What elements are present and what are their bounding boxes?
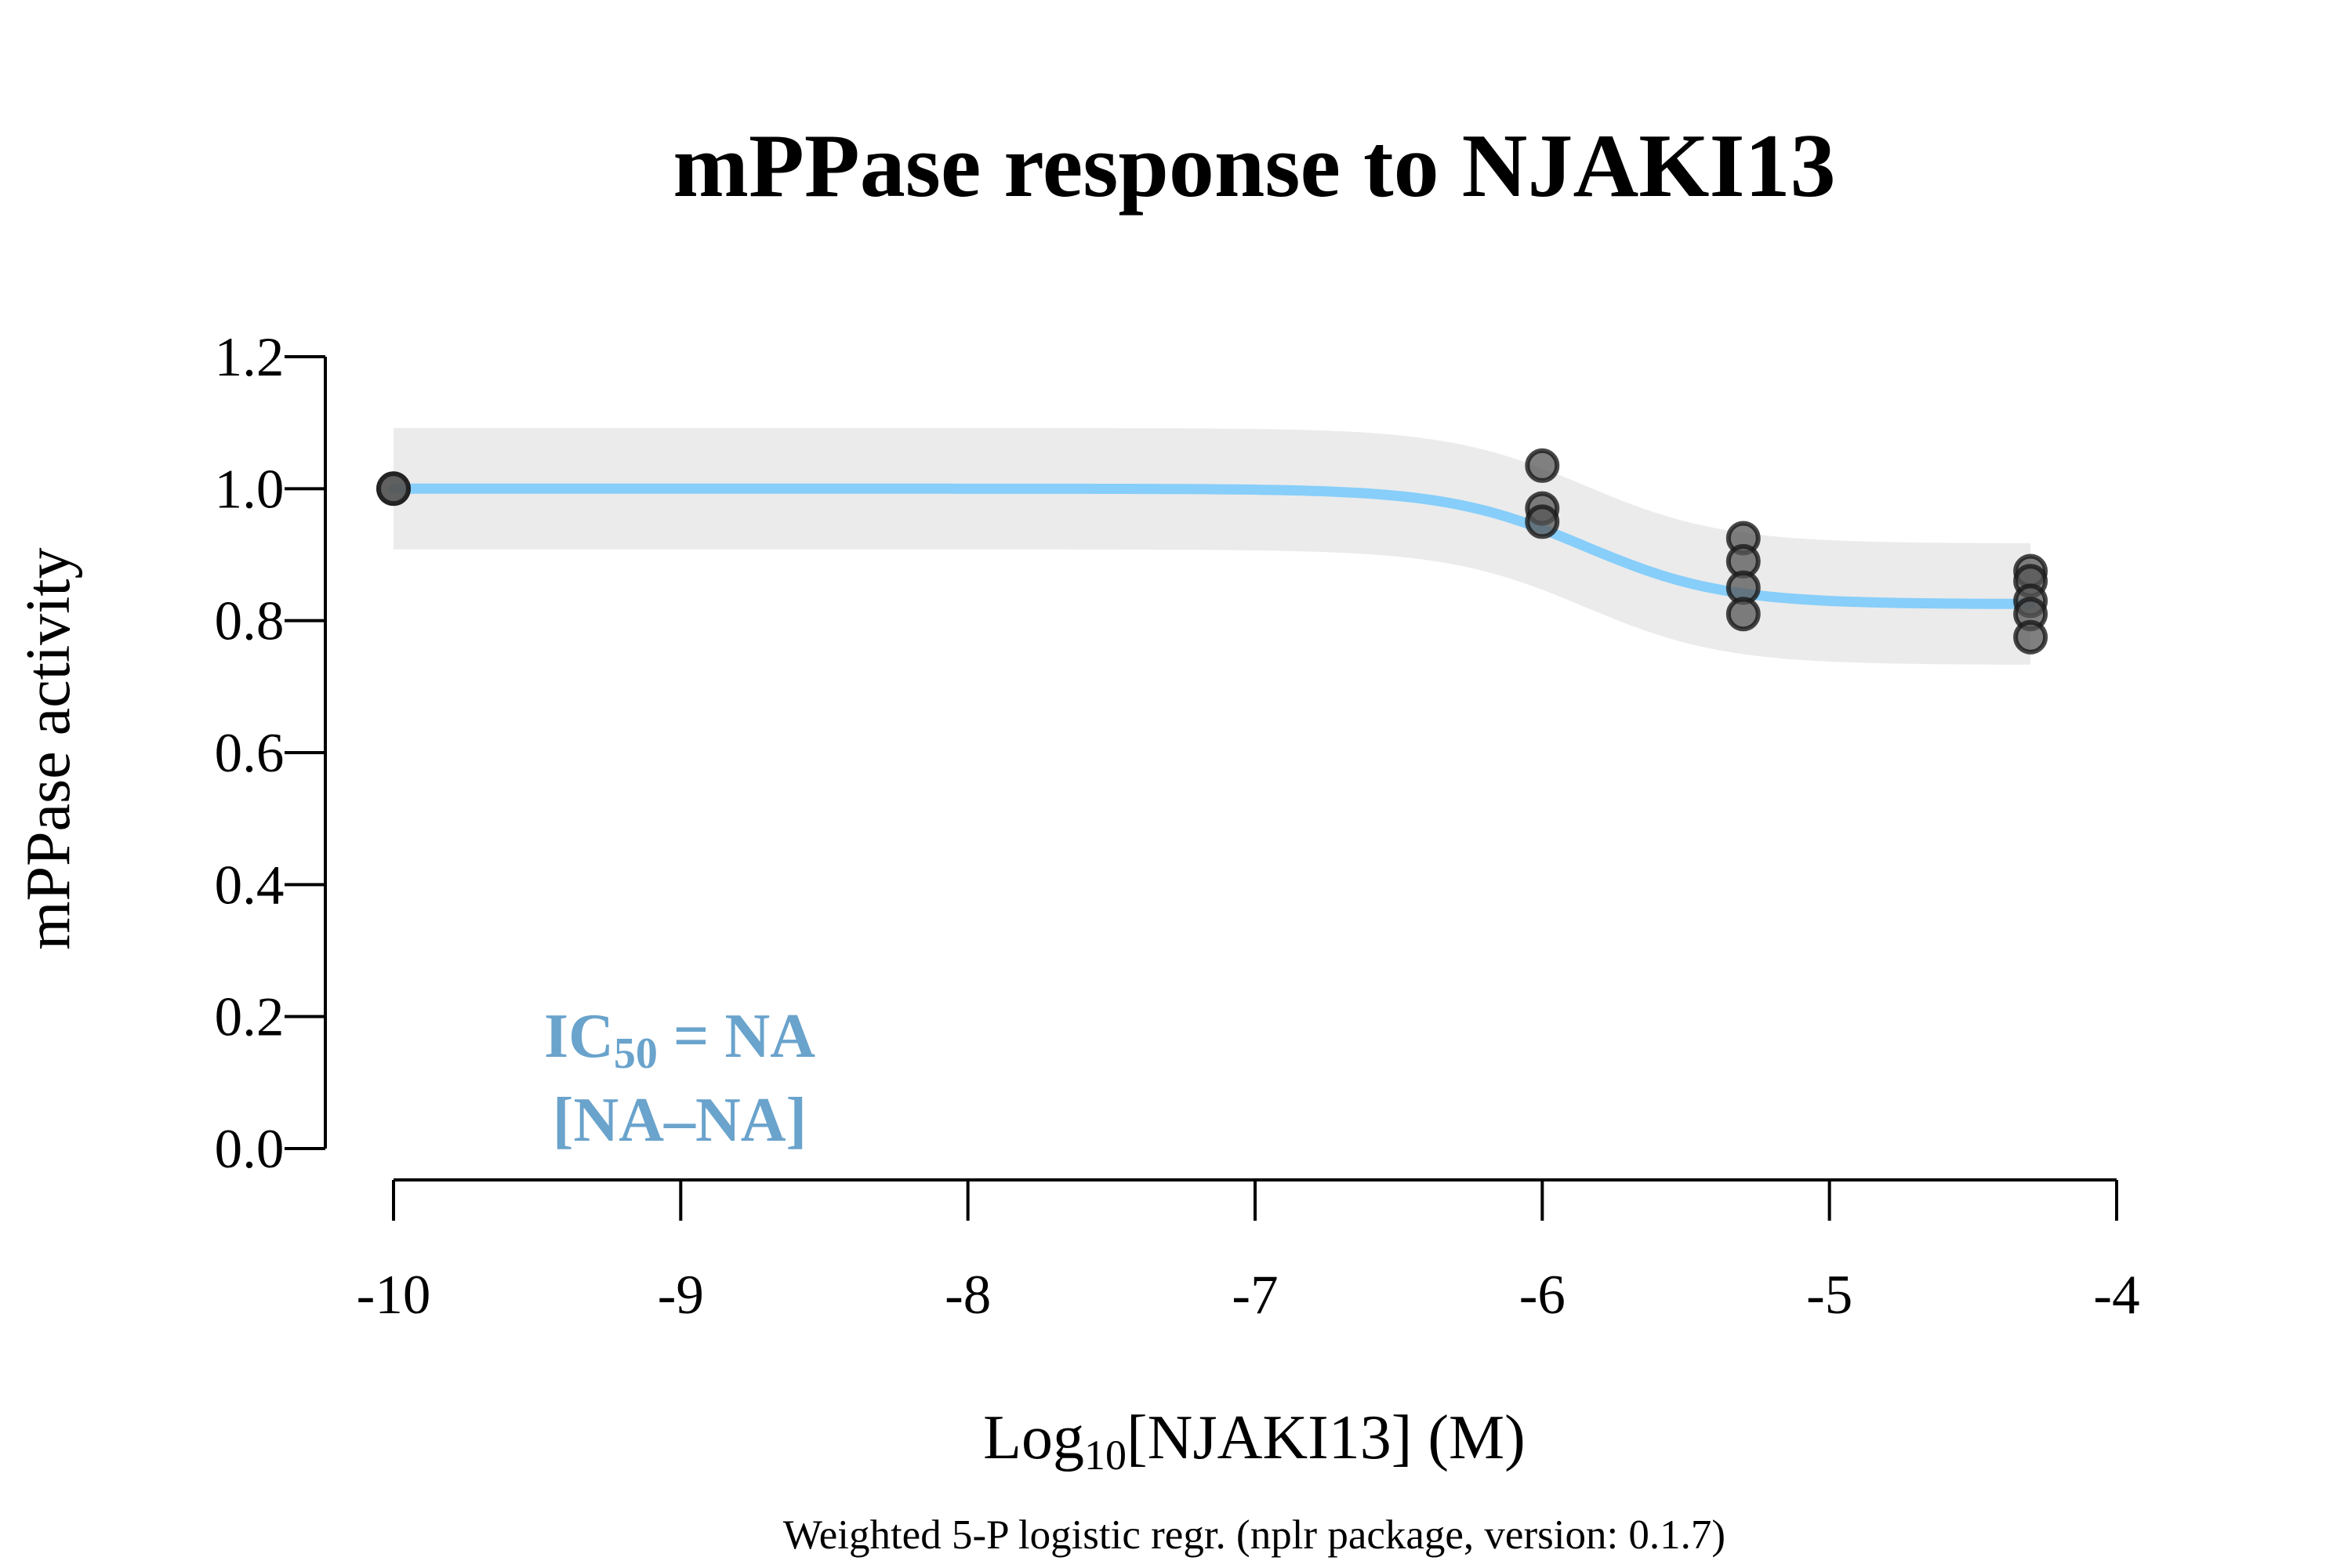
x-axis-label-suffix: [NJAKI13] (M) bbox=[1127, 1403, 1526, 1472]
confidence-band-layer bbox=[394, 427, 2031, 665]
y-axis-label: mPPase activity bbox=[14, 547, 83, 949]
x-tick-label: -7 bbox=[1232, 1265, 1278, 1326]
x-axis-label: Log10[NJAKI13] (M) bbox=[983, 1403, 1526, 1479]
ic50-prefix: IC bbox=[544, 1002, 614, 1071]
ic50-annotation: IC50 = NA [NA–NA] bbox=[544, 1002, 815, 1155]
data-point bbox=[1725, 597, 1761, 632]
x-tick-label: -4 bbox=[2093, 1265, 2139, 1326]
ic50-interval: [NA–NA] bbox=[553, 1086, 807, 1155]
data-point bbox=[376, 471, 411, 506]
confidence-band bbox=[394, 427, 2031, 665]
y-tick-label: 1.2 bbox=[215, 327, 285, 388]
data-point bbox=[2013, 619, 2048, 655]
x-tick-label: -8 bbox=[945, 1265, 991, 1326]
y-tick-label: 0.4 bbox=[215, 855, 285, 916]
x-tick-label: -5 bbox=[1806, 1265, 1852, 1326]
y-tick-label: 0.6 bbox=[215, 723, 285, 784]
x-axis-label-subscript: 10 bbox=[1084, 1432, 1127, 1479]
y-tick-label: 0.8 bbox=[215, 591, 285, 652]
ic50-suffix: = NA bbox=[658, 1002, 815, 1071]
y-axis: 0.0 0.2 0.4 0.6 0.8 1.0 1.2 bbox=[215, 327, 327, 1180]
y-tick-label: 0.0 bbox=[215, 1119, 285, 1180]
x-tick-label: -9 bbox=[658, 1265, 704, 1326]
y-tick-label: 1.0 bbox=[215, 459, 285, 520]
data-points-layer bbox=[376, 448, 2048, 655]
data-point bbox=[1525, 504, 1560, 539]
y-tick-label: 0.2 bbox=[215, 987, 285, 1048]
ic50-value: IC50 = NA bbox=[544, 1002, 815, 1078]
ic50-subscript: 50 bbox=[614, 1029, 658, 1078]
x-tick-label: -6 bbox=[1519, 1265, 1566, 1326]
x-axis: -10 -9 -8 -7 -6 -5 -4 bbox=[357, 1178, 2140, 1326]
x-axis-label-prefix: Log bbox=[983, 1403, 1084, 1472]
chart-title: mPPase response to NJAKI13 bbox=[673, 116, 1835, 216]
data-point bbox=[1525, 448, 1560, 483]
model-caption: Weighted 5-P logistic regr. (nplr packag… bbox=[783, 1512, 1725, 1558]
x-tick-label: -10 bbox=[357, 1265, 431, 1326]
